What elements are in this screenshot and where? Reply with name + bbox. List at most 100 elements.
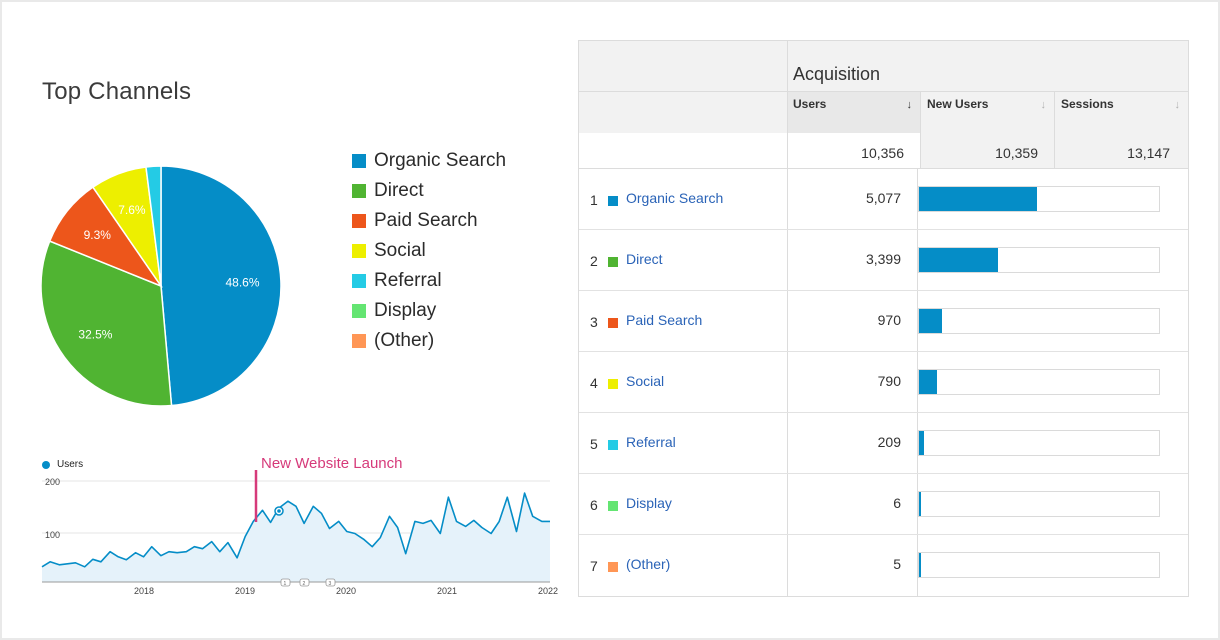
pie-slice[interactable] [145, 165, 162, 287]
column-divider [1054, 92, 1055, 168]
column-header-users[interactable]: Users ↓ [787, 92, 920, 133]
row-bar-fill [919, 248, 999, 272]
y-tick-label: 200 [45, 477, 60, 487]
pie-slice[interactable] [40, 240, 173, 407]
legend-item-referral[interactable]: Referral [352, 266, 506, 296]
column-header-sessions[interactable]: Sessions ↓ [1055, 92, 1188, 133]
legend-item-other[interactable]: (Other) [352, 326, 506, 356]
row-color-swatch [608, 257, 618, 267]
column-divider [787, 41, 788, 596]
legend-label: Display [374, 300, 437, 321]
row-channel-link[interactable]: Paid Search [626, 312, 703, 328]
legend-label: Direct [374, 180, 424, 201]
row-number: 5 [590, 436, 598, 452]
users-line [41, 492, 550, 568]
legend-item-social[interactable]: Social [352, 236, 506, 266]
legend-item-paid-search[interactable]: Paid Search [352, 206, 506, 236]
table-row: 4 Social 790 [579, 352, 1188, 413]
annotation-marker-label: 3 [329, 581, 332, 587]
row-color-swatch [608, 196, 618, 206]
legend-swatch [352, 334, 366, 348]
row-color-swatch [608, 562, 618, 572]
x-tick-label: 2019 [235, 586, 255, 596]
x-tick-label: 2021 [437, 586, 457, 596]
legend-swatch [352, 184, 366, 198]
column-divider [920, 92, 921, 168]
row-number: 1 [590, 192, 598, 208]
table-row: 7 (Other) 5 [579, 535, 1188, 596]
table-row: 1 Organic Search 5,077 [579, 169, 1188, 230]
row-bar-fill [919, 370, 938, 394]
column-divider [917, 169, 918, 596]
legend-swatch [352, 304, 366, 318]
annotation-markers: 1 2 3 [280, 578, 336, 587]
legend-swatch [352, 244, 366, 258]
pie-legend: Organic Search Direct Paid Search Social… [352, 146, 506, 356]
row-channel-link[interactable]: Direct [626, 251, 663, 267]
row-channel-link[interactable]: Social [626, 373, 665, 389]
row-number: 6 [590, 497, 598, 513]
line-legend-label: Users [57, 459, 84, 470]
total-users: 10,356 [861, 145, 904, 161]
row-bar-track [918, 430, 1160, 456]
legend-label: Organic Search [374, 150, 507, 171]
total-new-users-value: 10,359 [995, 145, 1038, 161]
row-users-value: 790 [877, 373, 901, 389]
row-users-value: 209 [877, 434, 901, 450]
row-bar-fill [919, 431, 924, 455]
legend-label: Referral [374, 270, 442, 291]
pie-slice-label: 7.6% [118, 203, 146, 217]
legend-item-display[interactable]: Display [352, 296, 506, 326]
row-number: 7 [590, 558, 598, 574]
legend-item-direct[interactable]: Direct [352, 176, 506, 206]
row-bar-fill [919, 553, 921, 577]
row-color-swatch [608, 318, 618, 328]
table-row: 6 Display 6 [579, 474, 1188, 535]
pie-slice[interactable] [160, 165, 282, 407]
sort-arrow-icon[interactable]: ↓ [1040, 99, 1047, 111]
x-tick-label: 2022 [538, 586, 558, 596]
row-color-swatch [608, 440, 618, 450]
legend-swatch [352, 214, 366, 228]
sort-arrow-icon[interactable]: ↓ [906, 99, 913, 111]
row-channel-link[interactable]: Display [626, 495, 672, 511]
legend-label: Social [374, 240, 426, 261]
line-legend: Users [42, 459, 83, 470]
row-bar-track [918, 308, 1160, 334]
row-number: 4 [590, 375, 598, 391]
row-bar-track [918, 491, 1160, 517]
highlight-point-center [277, 509, 281, 513]
row-bar-track [918, 247, 1160, 273]
column-header-label: Sessions [1061, 97, 1114, 111]
annotation-marker[interactable] [325, 578, 336, 587]
x-tick-label: 2018 [134, 586, 154, 596]
row-bar-track [918, 369, 1160, 395]
legend-item-organic-search[interactable]: Organic Search [352, 146, 506, 176]
pie-slice-label: 32.5% [78, 328, 112, 342]
table-row: 2 Direct 3,399 [579, 230, 1188, 291]
legend-label: Paid Search [374, 210, 478, 231]
column-header-new-users[interactable]: New Users ↓ [921, 92, 1054, 133]
row-users-value: 970 [877, 312, 901, 328]
row-bar-track [918, 186, 1160, 212]
row-bar-fill [919, 187, 1037, 211]
row-channel-link[interactable]: Referral [626, 434, 676, 450]
table-row: 5 Referral 209 [579, 413, 1188, 474]
sort-arrow-icon[interactable]: ↓ [1174, 99, 1181, 111]
x-tick-label: 2020 [336, 586, 356, 596]
row-bar-track [918, 552, 1160, 578]
row-users-value: 3,399 [865, 251, 901, 267]
row-users-value: 5 [893, 556, 901, 572]
legend-dot-icon [42, 460, 50, 469]
pie-chart: 48.6% 32.5% 9.3% 7.6% [40, 165, 282, 407]
row-channel-link[interactable]: (Other) [626, 556, 671, 572]
users-area [42, 493, 550, 582]
table-row: 3 Paid Search 970 [579, 291, 1188, 352]
annotation-marker[interactable] [299, 578, 310, 587]
row-channel-link[interactable]: Organic Search [626, 190, 724, 206]
annotation-marker-label: 2 [303, 581, 306, 587]
annotation-marker[interactable] [280, 578, 291, 587]
row-color-swatch [608, 501, 618, 511]
row-users-value: 6 [893, 495, 901, 511]
